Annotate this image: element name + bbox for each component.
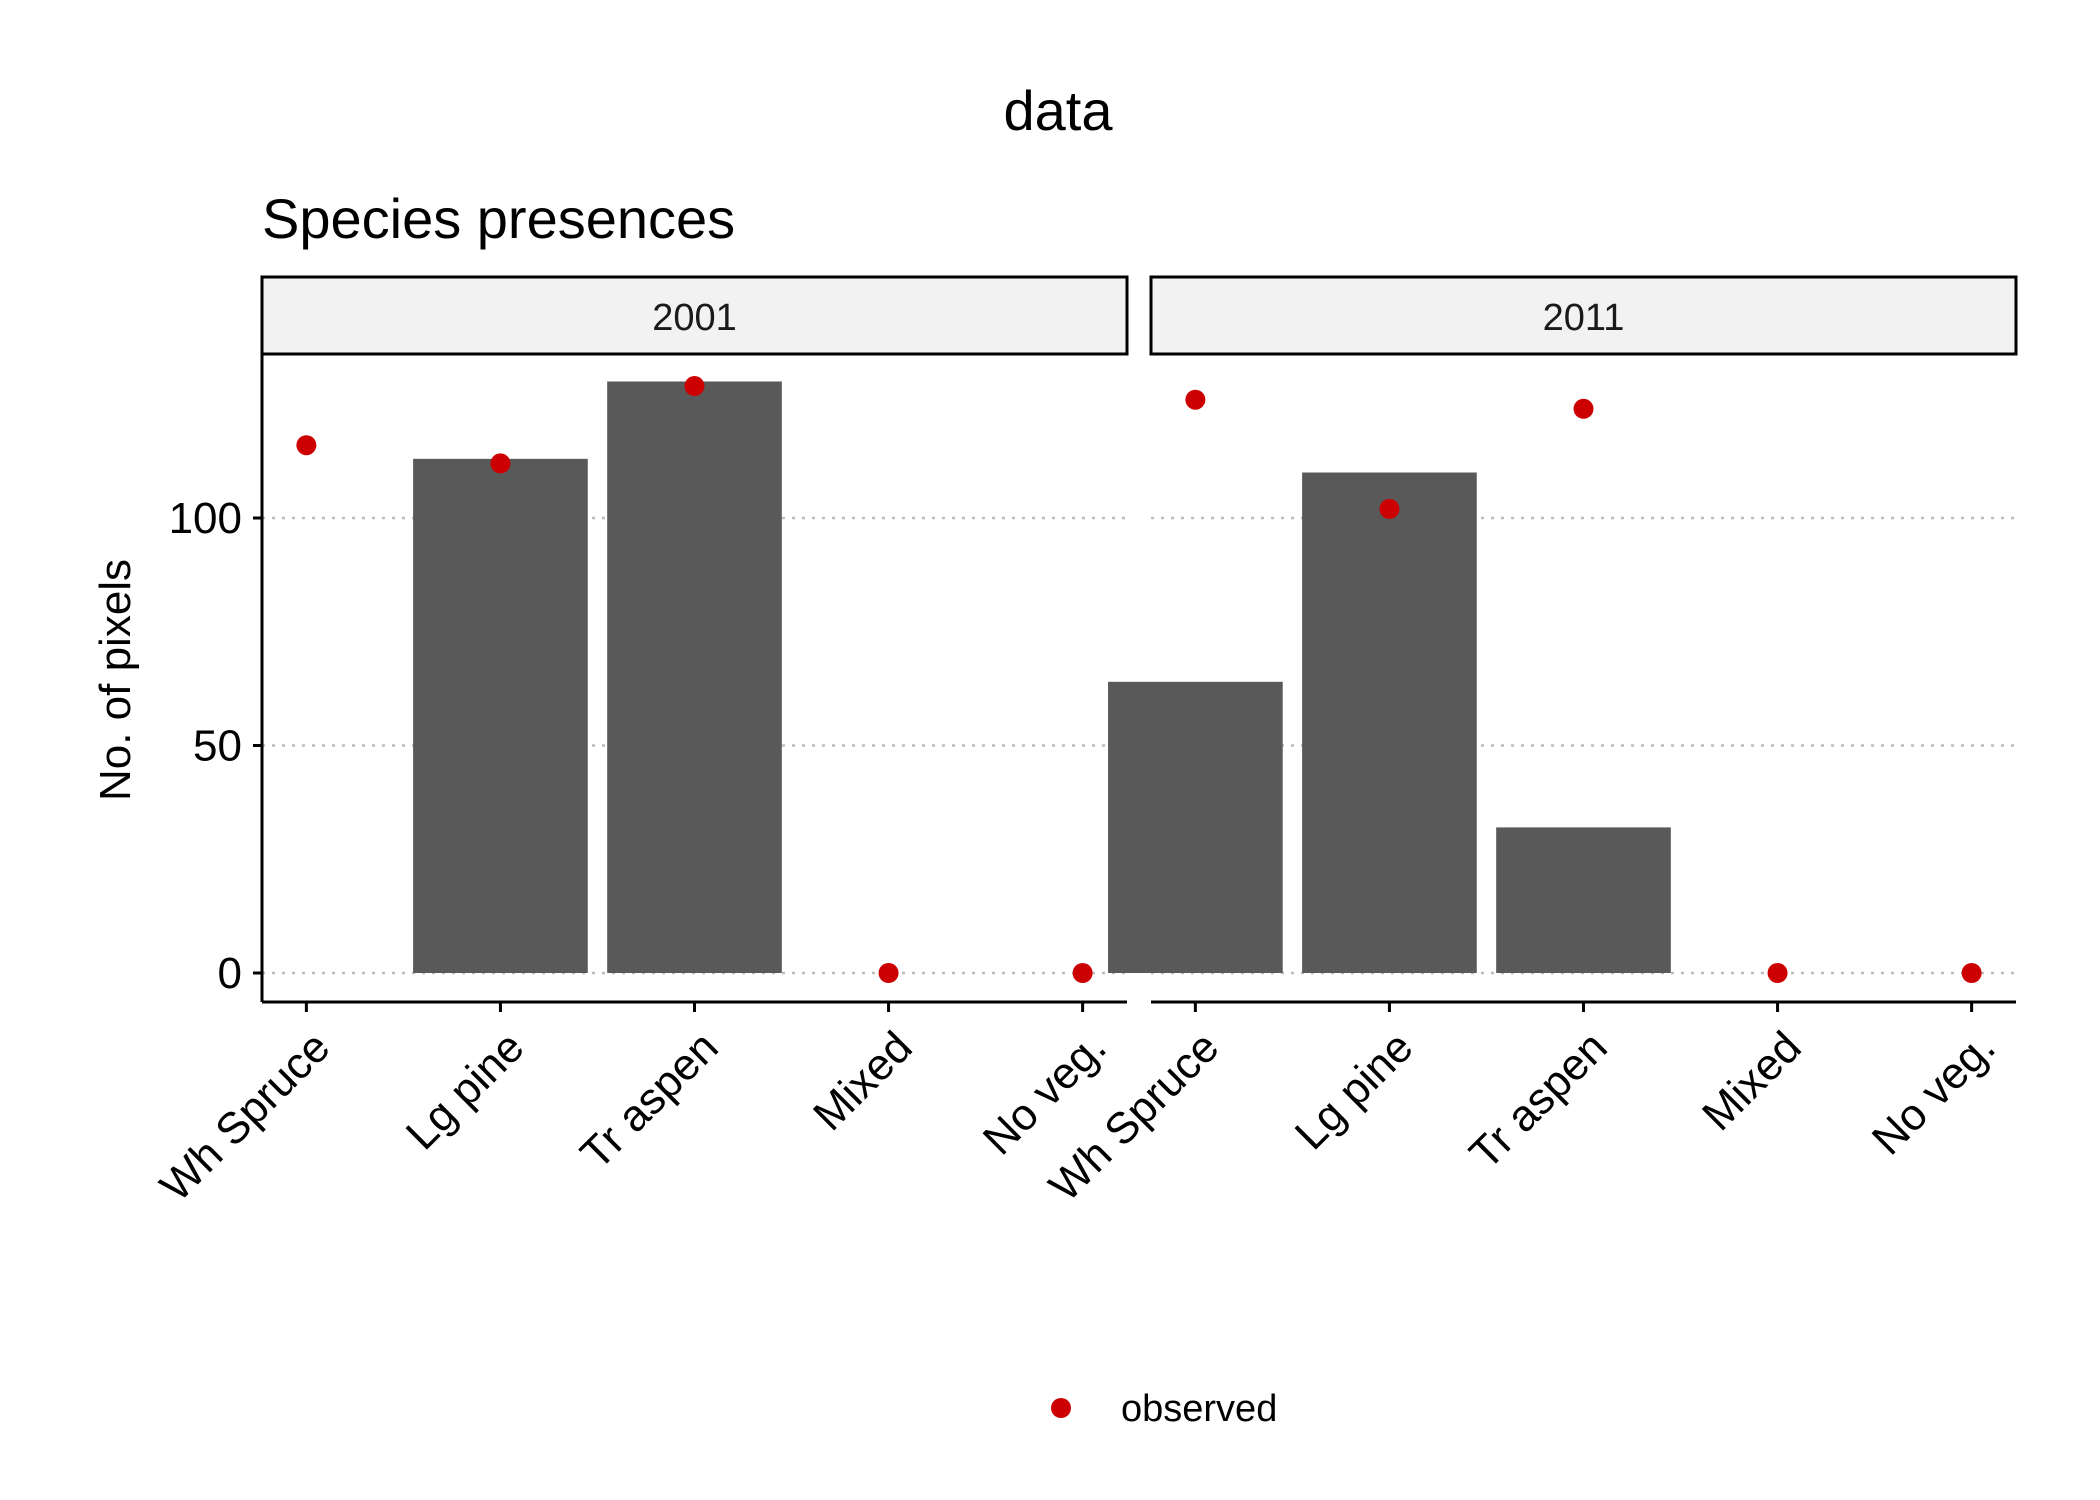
legend: observed bbox=[1051, 1388, 1277, 1430]
y-tick-label: 50 bbox=[193, 722, 242, 771]
x-tick-label: Wh Spruce bbox=[151, 1022, 340, 1211]
y-tick-label: 100 bbox=[169, 494, 242, 543]
x-tick-label: Mixed bbox=[1693, 1022, 1811, 1140]
observed-point bbox=[1185, 389, 1206, 410]
bar bbox=[413, 458, 588, 974]
observed-point bbox=[684, 376, 705, 397]
observed-point bbox=[1961, 963, 1982, 983]
y-tick-label: 0 bbox=[218, 949, 242, 998]
x-tick-label: Lg pine bbox=[1286, 1022, 1423, 1159]
observed-point bbox=[1072, 963, 1093, 983]
facet-strip-label: 2001 bbox=[652, 297, 737, 339]
facet-panels: 2001 0 50 100 Wh Spruce Lg pine Tr aspen Mixed N… bbox=[151, 275, 2018, 1211]
observed-point bbox=[296, 435, 317, 456]
y-axis-label: No. of pixels bbox=[91, 559, 140, 801]
legend-observed-label: observed bbox=[1121, 1388, 1277, 1430]
chart-title: data bbox=[1004, 79, 1114, 142]
observed-point bbox=[1573, 398, 1594, 419]
observed-point bbox=[1767, 963, 1788, 983]
legend-observed-key bbox=[1051, 1398, 1071, 1418]
facet-strip bbox=[260, 275, 1129, 356]
facet-strip-label: 2011 bbox=[1543, 297, 1625, 339]
x-tick-label: Tr aspen bbox=[1460, 1022, 1616, 1178]
facet-strip bbox=[1149, 275, 2018, 356]
x-tick-label: Mixed bbox=[804, 1022, 922, 1140]
chart-subtitle: Species presences bbox=[262, 187, 735, 250]
x-tick-label: No veg. bbox=[1863, 1022, 2005, 1164]
bar bbox=[1302, 472, 1477, 973]
observed-point bbox=[1379, 498, 1400, 519]
observed-point bbox=[490, 453, 511, 474]
x-tick-label: Lg pine bbox=[397, 1022, 534, 1159]
bar bbox=[1496, 827, 1671, 973]
bar bbox=[607, 381, 782, 973]
x-tick-label: Tr aspen bbox=[571, 1022, 727, 1178]
bar bbox=[1108, 681, 1283, 973]
observed-point bbox=[878, 963, 899, 983]
